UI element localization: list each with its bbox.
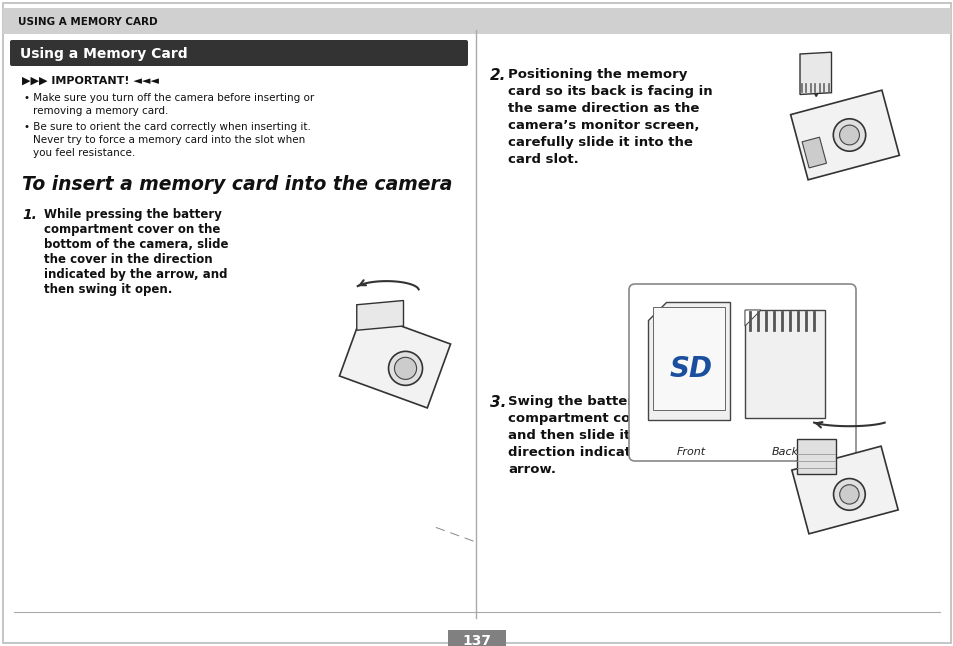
- Circle shape: [833, 479, 864, 510]
- Text: then swing it open.: then swing it open.: [44, 283, 172, 296]
- Text: card slot.: card slot.: [507, 153, 578, 166]
- Text: Front: Front: [676, 447, 705, 457]
- Text: 1.: 1.: [22, 208, 37, 222]
- Text: removing a memory card.: removing a memory card.: [33, 106, 168, 116]
- Bar: [652, 307, 724, 410]
- Text: indicated by the arrow, and: indicated by the arrow, and: [44, 268, 227, 281]
- Text: Back: Back: [771, 447, 798, 457]
- Circle shape: [839, 125, 859, 145]
- Text: Positioning the memory: Positioning the memory: [507, 68, 687, 81]
- Bar: [3, 8, 950, 34]
- Text: camera’s monitor screen,: camera’s monitor screen,: [507, 119, 699, 132]
- Text: bottom of the camera, slide: bottom of the camera, slide: [44, 238, 229, 251]
- Text: • Make sure you turn off the camera before inserting or: • Make sure you turn off the camera befo…: [24, 93, 314, 103]
- Text: To insert a memory card into the camera: To insert a memory card into the camera: [22, 175, 452, 194]
- Polygon shape: [744, 310, 760, 326]
- Circle shape: [394, 357, 416, 379]
- Text: 2.: 2.: [490, 68, 506, 83]
- Text: card so its back is facing in: card so its back is facing in: [507, 85, 712, 98]
- Text: the cover in the direction: the cover in the direction: [44, 253, 213, 266]
- Text: Using a Memory Card: Using a Memory Card: [20, 47, 188, 61]
- Bar: [744, 310, 824, 418]
- Polygon shape: [790, 90, 899, 180]
- Text: direction indicated by the: direction indicated by the: [507, 446, 700, 459]
- Circle shape: [388, 351, 422, 386]
- Text: and then slide it in the: and then slide it in the: [507, 429, 678, 442]
- Text: compartment cover closed,: compartment cover closed,: [507, 412, 712, 425]
- Text: USING A MEMORY CARD: USING A MEMORY CARD: [18, 17, 157, 27]
- Text: • Be sure to orient the card correctly when inserting it.: • Be sure to orient the card correctly w…: [24, 122, 311, 132]
- Text: arrow.: arrow.: [507, 463, 556, 476]
- Polygon shape: [800, 52, 831, 94]
- Text: you feel resistance.: you feel resistance.: [33, 148, 135, 158]
- Text: carefully slide it into the: carefully slide it into the: [507, 136, 692, 149]
- Text: 3.: 3.: [490, 395, 506, 410]
- Circle shape: [839, 484, 859, 504]
- Text: the same direction as the: the same direction as the: [507, 102, 699, 115]
- Polygon shape: [356, 300, 403, 330]
- Polygon shape: [796, 439, 836, 474]
- FancyBboxPatch shape: [628, 284, 855, 461]
- Polygon shape: [339, 312, 450, 408]
- Polygon shape: [791, 446, 897, 534]
- Text: Swing the battery: Swing the battery: [507, 395, 641, 408]
- Circle shape: [832, 119, 864, 151]
- Text: ▶▶▶ IMPORTANT! ◄◄◄: ▶▶▶ IMPORTANT! ◄◄◄: [22, 76, 159, 86]
- Polygon shape: [647, 302, 729, 420]
- Text: SD: SD: [669, 355, 712, 383]
- Text: compartment cover on the: compartment cover on the: [44, 223, 220, 236]
- Polygon shape: [801, 137, 825, 168]
- FancyBboxPatch shape: [10, 40, 468, 66]
- Text: Never try to force a memory card into the slot when: Never try to force a memory card into th…: [33, 135, 305, 145]
- Text: 137: 137: [462, 634, 491, 646]
- Bar: [448, 630, 505, 646]
- Text: While pressing the battery: While pressing the battery: [44, 208, 222, 221]
